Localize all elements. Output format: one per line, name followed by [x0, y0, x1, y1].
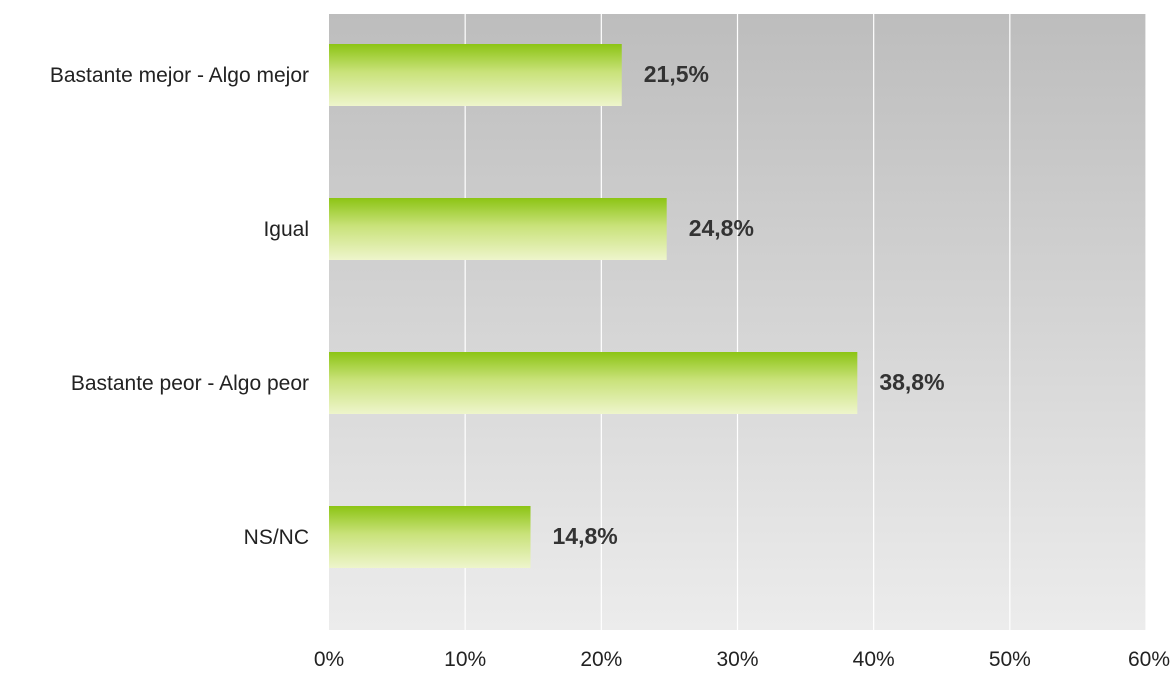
data-label: 38,8% — [879, 369, 944, 395]
data-label: 24,8% — [689, 215, 754, 241]
category-label: Bastante mejor - Algo mejor — [50, 64, 309, 87]
category-label: Igual — [263, 218, 309, 241]
category-label: Bastante peor - Algo peor — [71, 372, 309, 395]
x-tick-label: 50% — [989, 648, 1031, 671]
category-labels: Bastante mejor - Algo mejor Igual Bastante… — [50, 64, 309, 549]
bars — [329, 44, 858, 568]
x-tick-labels: 0% 10% 20% 30% 40% 50% 60% — [314, 648, 1170, 671]
bar — [329, 506, 531, 568]
bar — [329, 44, 622, 106]
gridlines — [464, 14, 1147, 630]
bar — [329, 352, 858, 414]
bar — [329, 198, 667, 260]
x-tick-label: 30% — [716, 648, 758, 671]
x-tick-label: 10% — [444, 648, 486, 671]
value-labels: 21,5% 24,8% 38,8% 14,8% — [553, 61, 945, 549]
data-label: 21,5% — [644, 61, 709, 87]
category-label: NS/NC — [244, 526, 309, 549]
x-tick-label: 40% — [853, 648, 895, 671]
data-label: 14,8% — [553, 523, 618, 549]
x-tick-label: 20% — [580, 648, 622, 671]
x-tick-label: 0% — [314, 648, 344, 671]
x-tick-label: 60% — [1128, 648, 1170, 671]
